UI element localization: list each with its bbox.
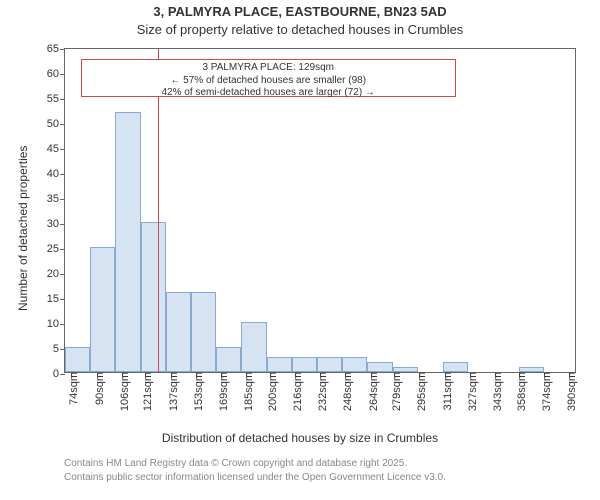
footer-line1: Contains HM Land Registry data © Crown c… — [64, 458, 407, 469]
x-tick-label: 232sqm — [311, 372, 329, 411]
histogram-bar — [443, 362, 468, 372]
y-tick-mark — [60, 149, 65, 150]
y-tick-mark — [60, 199, 65, 200]
histogram-bar — [191, 292, 216, 372]
x-tick-label: 153sqm — [187, 372, 205, 411]
x-tick-label: 74sqm — [62, 372, 80, 405]
x-tick-label: 311sqm — [436, 372, 454, 410]
x-tick-label: 374sqm — [535, 372, 553, 411]
histogram-bar — [367, 362, 392, 372]
x-tick-label: 169sqm — [212, 372, 230, 411]
histogram-bar — [65, 347, 90, 372]
x-tick-label: 200sqm — [261, 372, 279, 411]
histogram-bar — [267, 357, 292, 372]
y-tick-mark — [60, 224, 65, 225]
x-tick-label: 358sqm — [510, 372, 528, 411]
y-tick-mark — [60, 124, 65, 125]
x-tick-label: 264sqm — [362, 372, 380, 411]
y-tick-mark — [60, 249, 65, 250]
histogram-bar — [141, 222, 166, 372]
chart-title-line1: 3, PALMYRA PLACE, EASTBOURNE, BN23 5AD — [0, 4, 600, 19]
histogram-bar — [342, 357, 367, 372]
histogram-bar — [115, 112, 140, 372]
x-tick-label: 279sqm — [385, 372, 403, 411]
histogram-bar — [216, 347, 241, 372]
x-axis-label: Distribution of detached houses by size … — [0, 431, 600, 445]
x-tick-label: 343sqm — [486, 372, 504, 411]
x-tick-label: 185sqm — [237, 372, 255, 411]
x-tick-label: 248sqm — [336, 372, 354, 411]
x-tick-label: 121sqm — [136, 372, 154, 411]
plot-area: 3 PALMYRA PLACE: 129sqm← 57% of detached… — [64, 48, 576, 373]
y-tick-mark — [60, 49, 65, 50]
x-tick-label: 327sqm — [461, 372, 479, 411]
annotation-line: 42% of semi-detached houses are larger (… — [86, 87, 451, 100]
x-tick-label: 106sqm — [113, 372, 131, 411]
footer-line2: Contains public sector information licen… — [64, 472, 446, 483]
y-tick-mark — [60, 274, 65, 275]
chart-container: 3, PALMYRA PLACE, EASTBOURNE, BN23 5AD S… — [0, 0, 600, 500]
annotation-line: 3 PALMYRA PLACE: 129sqm — [86, 62, 451, 75]
y-tick-mark — [60, 324, 65, 325]
annotation-box: 3 PALMYRA PLACE: 129sqm← 57% of detached… — [81, 59, 456, 97]
y-tick-mark — [60, 299, 65, 300]
y-tick-mark — [60, 349, 65, 350]
histogram-bar — [317, 357, 342, 372]
histogram-bar — [292, 357, 317, 372]
x-tick-label: 295sqm — [410, 372, 428, 411]
chart-title-line2: Size of property relative to detached ho… — [0, 22, 600, 37]
x-tick-label: 90sqm — [88, 372, 106, 405]
x-tick-label: 390sqm — [560, 372, 578, 411]
y-tick-mark — [60, 74, 65, 75]
y-tick-mark — [60, 174, 65, 175]
x-tick-label: 137sqm — [162, 372, 180, 411]
y-axis-label: Number of detached properties — [16, 145, 30, 310]
histogram-bar — [90, 247, 115, 372]
y-tick-mark — [60, 99, 65, 100]
x-tick-label: 216sqm — [286, 372, 304, 411]
annotation-line: ← 57% of detached houses are smaller (98… — [86, 75, 451, 88]
histogram-bar — [241, 322, 266, 372]
histogram-bar — [166, 292, 191, 372]
